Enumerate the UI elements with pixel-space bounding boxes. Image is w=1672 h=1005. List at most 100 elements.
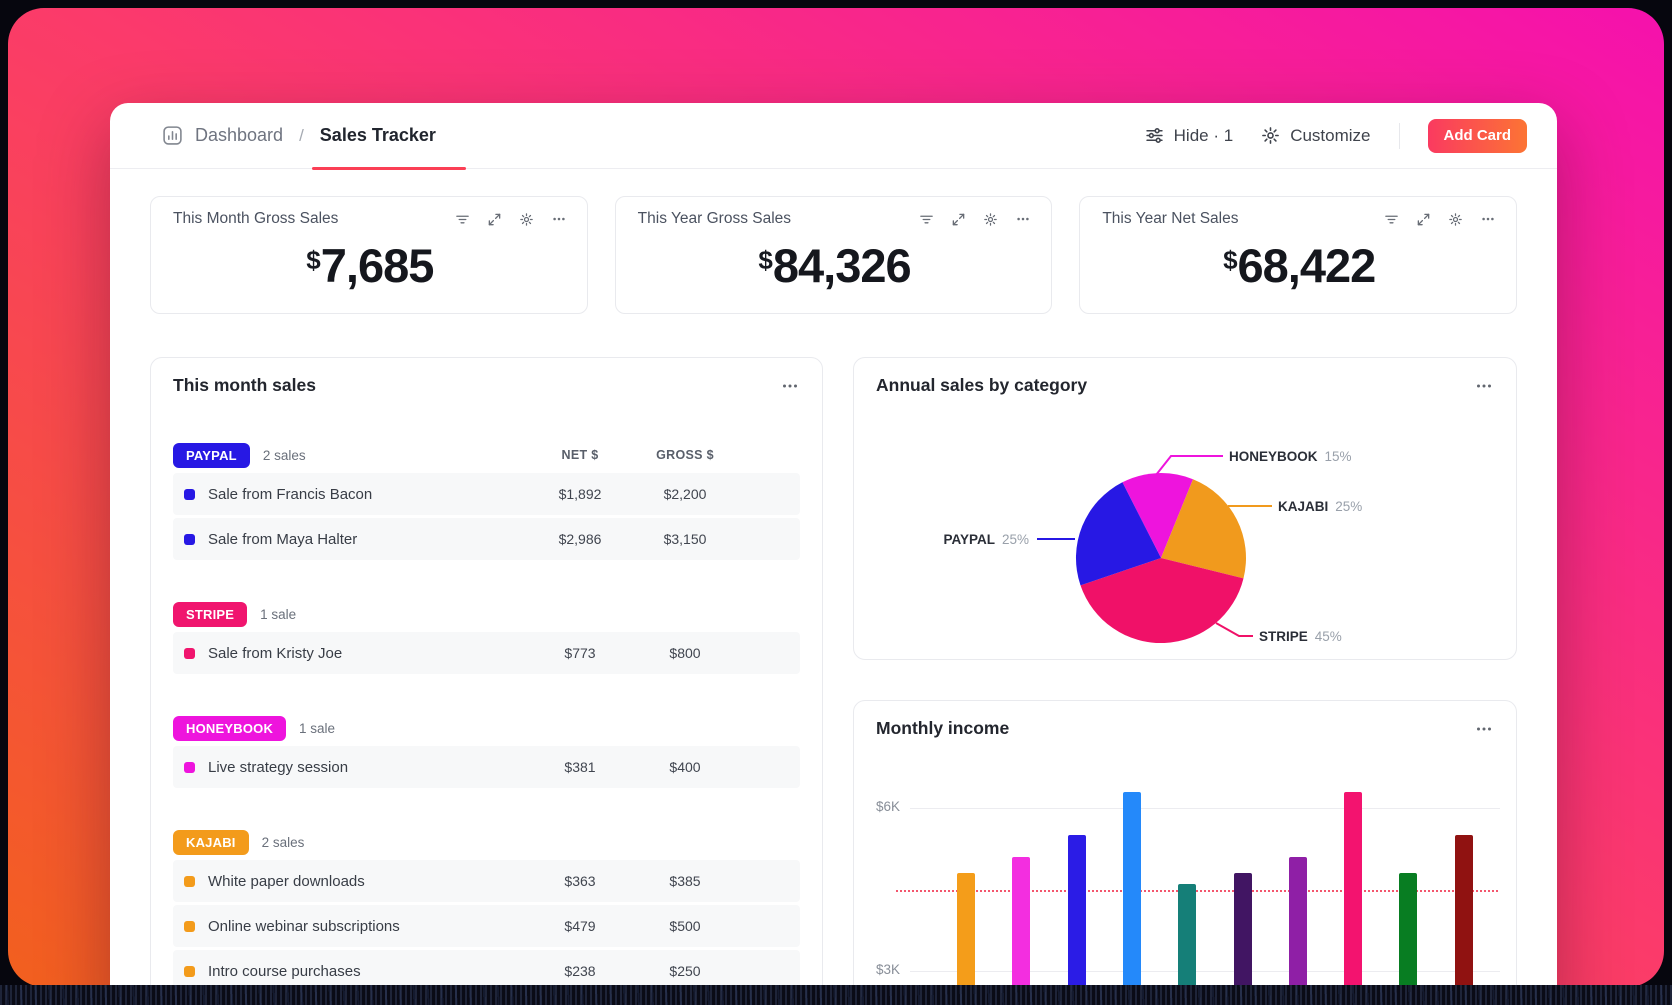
stat-amount: 68,422 xyxy=(1237,239,1377,292)
bar-month-3[interactable] xyxy=(1067,835,1086,1005)
stat-card: This Year Gross Sales $84,326 xyxy=(614,196,1053,314)
gear-icon[interactable] xyxy=(983,212,998,227)
add-card-button[interactable]: Add Card xyxy=(1427,118,1527,153)
more-icon[interactable] xyxy=(1015,211,1031,227)
panel-title: This month sales xyxy=(173,375,316,395)
more-icon[interactable] xyxy=(780,376,800,396)
monthly-income-bar-chart: $6K $3K xyxy=(854,701,1516,1005)
content-row: This month sales PAYPAL 2 sales NET $ GROSS… xyxy=(150,357,1517,1005)
reference-line xyxy=(896,889,1498,892)
header-divider xyxy=(1398,122,1400,149)
sale-net-value: $773 xyxy=(564,645,596,661)
stat-amount: 7,685 xyxy=(320,239,435,292)
gridline xyxy=(910,808,1500,809)
gridline xyxy=(910,971,1500,972)
bar-month-8[interactable] xyxy=(1344,791,1363,1005)
sales-group-honeybook: HONEYBOOK 1 sale Live strategy session $381… xyxy=(173,714,800,788)
panel-title: Monthly income xyxy=(876,718,1010,738)
bar-month-4[interactable] xyxy=(1122,791,1141,1005)
breadcrumb: Dashboard / Sales Tracker xyxy=(162,125,436,146)
bar-month-7[interactable] xyxy=(1288,856,1307,1005)
sliders-icon xyxy=(1145,126,1164,145)
right-column: Annual sales by category HONEYBOOK 15% KAJ… xyxy=(853,357,1517,1005)
pie-callout-line xyxy=(1155,455,1223,476)
sales-list: PAYPAL 2 sales NET $ GROSS $ Sale from Franc… xyxy=(151,441,822,992)
pie-label-stripe: STRIPE 45% xyxy=(1259,629,1342,644)
sale-color-dot xyxy=(184,647,195,659)
breadcrumb-dashboard-link[interactable]: Dashboard xyxy=(195,125,284,145)
sale-color-dot xyxy=(184,533,195,545)
this-month-sales-panel: This month sales PAYPAL 2 sales NET $ GROSS… xyxy=(150,357,823,1005)
more-icon[interactable] xyxy=(551,211,567,227)
sale-gross-value: $385 xyxy=(669,873,701,889)
currency-symbol: $ xyxy=(1223,245,1238,275)
pie-label-kajabi: KAJABI 25% xyxy=(1278,499,1362,514)
group-sales-count: 1 sale xyxy=(260,606,297,622)
panel-title: Annual sales by category xyxy=(876,375,1088,395)
stat-card-value: $68,422 xyxy=(1102,242,1496,289)
sale-row[interactable]: Sale from Maya Halter $2,986 $3,150 xyxy=(173,518,800,560)
gear-icon[interactable] xyxy=(1448,212,1463,227)
stat-card: This Year Net Sales $68,422 xyxy=(1079,196,1518,314)
sale-net-value: $479 xyxy=(564,918,596,934)
filter-icon[interactable] xyxy=(919,212,934,227)
y-axis-tick-label: $6K xyxy=(875,799,900,814)
bar-month-6[interactable] xyxy=(1233,873,1252,1005)
bar-month-1[interactable] xyxy=(957,873,975,1005)
dashboard-window: Dashboard / Sales Tracker Hide · 1 xyxy=(110,103,1557,1005)
sale-row[interactable]: Online webinar subscriptions $479 $500 xyxy=(173,905,800,947)
sale-row[interactable]: White paper downloads $363 $385 xyxy=(173,860,800,902)
customize-button[interactable]: Customize xyxy=(1261,125,1371,146)
sale-gross-value: $800 xyxy=(669,645,701,661)
sale-color-dot xyxy=(184,875,195,887)
bar-month-5[interactable] xyxy=(1178,884,1197,1005)
sale-gross-value: $400 xyxy=(669,759,701,775)
sale-row[interactable]: Live strategy session $381 $400 xyxy=(173,746,800,788)
group-badge: KAJABI xyxy=(173,829,249,855)
active-tab-underline xyxy=(312,167,466,170)
stat-card-toolbar xyxy=(455,211,567,227)
bar-month-9[interactable] xyxy=(1399,873,1418,1005)
expand-icon[interactable] xyxy=(1416,212,1431,227)
stat-amount: 84,326 xyxy=(772,239,912,292)
annual-sales-pie-chart: HONEYBOOK 15% KAJABI 25% STRIPE 45% PAYPAL 25% xyxy=(943,449,1362,644)
sale-color-dot xyxy=(184,761,195,773)
expand-icon[interactable] xyxy=(951,212,966,227)
gross-column-header: GROSS $ xyxy=(656,448,714,462)
stat-cards-row: This Month Gross Sales $7,685 This Year Gr… xyxy=(150,196,1518,314)
screenshot-torn-edge xyxy=(0,985,1672,1005)
bar-month-2[interactable] xyxy=(1012,856,1031,1005)
more-icon[interactable] xyxy=(1480,211,1496,227)
pie-slice-paypal[interactable] xyxy=(1075,482,1161,586)
gear-icon[interactable] xyxy=(519,212,534,227)
filter-icon[interactable] xyxy=(455,212,470,227)
expand-icon[interactable] xyxy=(487,212,502,227)
more-icon[interactable] xyxy=(1474,376,1494,396)
more-icon[interactable] xyxy=(1474,719,1494,739)
sale-gross-value: $500 xyxy=(669,918,701,934)
currency-symbol: $ xyxy=(306,245,321,275)
pie-slice-stripe[interactable] xyxy=(1080,558,1244,644)
sale-net-value: $1,892 xyxy=(558,486,602,502)
pie-slice-honeybook[interactable] xyxy=(1122,472,1193,558)
pie-label-paypal: PAYPAL 25% xyxy=(943,532,1029,547)
tab-sales-tracker[interactable]: Sales Tracker xyxy=(319,125,436,145)
sales-group-stripe: STRIPE 1 sale Sale from Kristy Joe $773 $800 xyxy=(173,600,800,674)
sale-color-dot xyxy=(184,920,195,932)
sale-row[interactable]: Sale from Kristy Joe $773 $800 xyxy=(173,632,800,674)
bar-month-10[interactable] xyxy=(1454,835,1473,1005)
stat-card-toolbar xyxy=(1384,211,1496,227)
customize-label: Customize xyxy=(1290,125,1371,145)
bar-chart-icon xyxy=(162,125,183,146)
y-axis-tick-label: $3K xyxy=(875,962,900,977)
sale-label: Live strategy session xyxy=(208,758,349,776)
annual-sales-panel: Annual sales by category HONEYBOOK 15% KAJ… xyxy=(853,357,1517,660)
stat-card-title: This Year Gross Sales xyxy=(637,210,792,227)
sale-row[interactable]: Sale from Francis Bacon $1,892 $2,200 xyxy=(173,473,800,515)
hide-button[interactable]: Hide · 1 xyxy=(1145,126,1233,146)
filter-icon[interactable] xyxy=(1384,212,1399,227)
pie-slice-kajabi[interactable] xyxy=(1161,479,1246,579)
net-column-header: NET $ xyxy=(561,448,599,462)
group-badge: STRIPE xyxy=(173,601,248,627)
sale-label: Sale from Kristy Joe xyxy=(208,644,343,662)
